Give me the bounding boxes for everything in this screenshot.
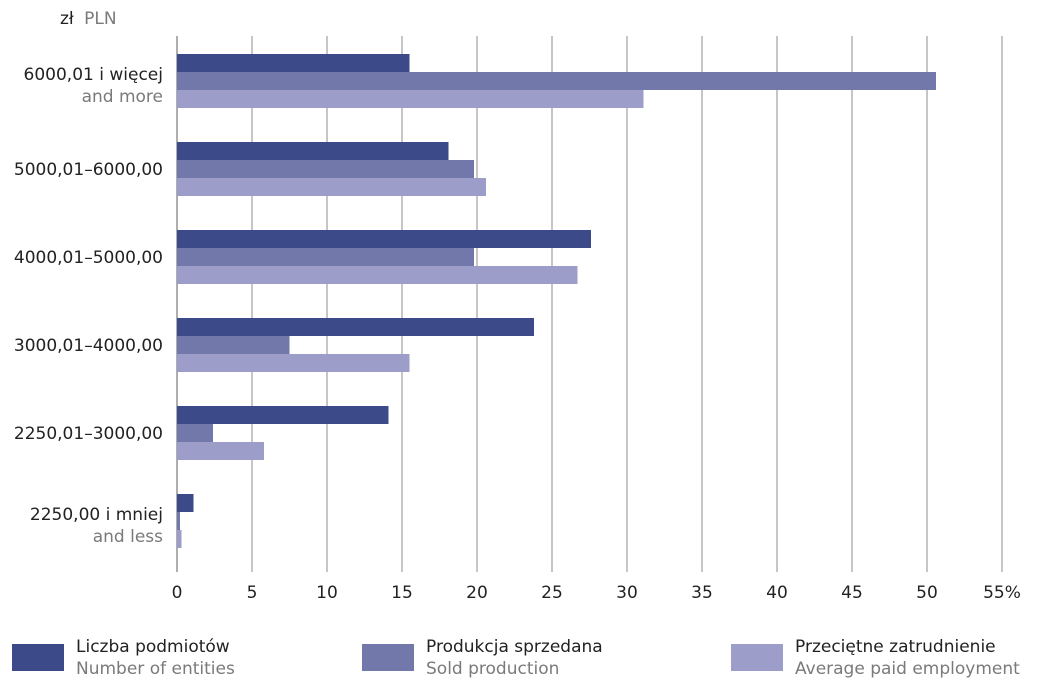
legend-swatch-entities <box>12 644 64 671</box>
bar-entities-3 <box>177 318 534 336</box>
bar-employment-0 <box>177 90 644 108</box>
x-tick-labels: 0 5 10 15 20 25 30 35 40 45 50 55% <box>172 583 1021 603</box>
legend-swatch-employment <box>731 644 783 671</box>
category-label-0: 6000,01 i więcej <box>24 65 163 85</box>
legend-label-entities-en: Number of entities <box>76 659 235 679</box>
x-tick-label-6: 30 <box>616 583 638 603</box>
bar-production-5 <box>177 512 180 530</box>
legend-item-production: Produkcja sprzedana Sold production <box>362 636 603 680</box>
x-tick-label-0: 0 <box>172 583 183 603</box>
bar-production-2 <box>177 248 474 266</box>
category-label-4: 2250,01–3000,00 <box>14 424 163 444</box>
category-label-2: 4000,01–5000,00 <box>14 248 163 268</box>
category-label-en-5: and less <box>93 527 163 547</box>
category-label-3: 3000,01–4000,00 <box>14 336 163 356</box>
legend-label-employment-en: Average paid employment <box>795 659 1020 679</box>
grid-lines <box>176 36 1003 572</box>
bar-production-1 <box>177 160 474 178</box>
bar-entities-5 <box>177 494 194 512</box>
unit-currency: zł <box>60 9 74 29</box>
x-tick-label-2: 10 <box>316 583 338 603</box>
category-label-1: 5000,01–6000,00 <box>14 160 163 180</box>
x-tick-label-11: 55% <box>983 583 1021 603</box>
bar-entities-1 <box>177 142 449 160</box>
x-tick-label-8: 40 <box>766 583 788 603</box>
legend-item-entities: Liczba podmiotów Number of entities <box>12 636 235 680</box>
bar-production-4 <box>177 424 213 442</box>
bar-employment-1 <box>177 178 486 196</box>
legend-swatch-production <box>362 644 414 671</box>
bar-entities-2 <box>177 230 591 248</box>
x-tick-label-9: 45 <box>841 583 863 603</box>
bar-entities-4 <box>177 406 389 424</box>
category-label-5: 2250,00 i mniej <box>30 505 163 525</box>
x-tick-label-4: 20 <box>466 583 488 603</box>
category-label-en-0: and more <box>82 87 163 107</box>
bars <box>177 54 936 548</box>
unit-label: zł PLN <box>60 9 117 29</box>
legend-label-employment: Przeciętne zatrudnienie <box>795 637 996 657</box>
x-tick-label-3: 15 <box>391 583 413 603</box>
bar-employment-3 <box>177 354 410 372</box>
legend-label-production: Produkcja sprzedana <box>426 637 603 657</box>
bar-entities-0 <box>177 54 410 72</box>
x-tick-label-10: 50 <box>916 583 938 603</box>
x-tick-label-1: 5 <box>247 583 258 603</box>
legend-label-entities: Liczba podmiotów <box>76 637 230 657</box>
bar-production-3 <box>177 336 290 354</box>
bar-employment-2 <box>177 266 578 284</box>
x-tick-label-7: 35 <box>691 583 713 603</box>
x-tick-label-5: 25 <box>541 583 563 603</box>
bar-employment-4 <box>177 442 264 460</box>
legend-item-employment: Przeciętne zatrudnienie Average paid emp… <box>731 636 1020 680</box>
legend-label-production-en: Sold production <box>426 659 560 679</box>
bar-production-0 <box>177 72 936 90</box>
bar-employment-5 <box>177 530 182 548</box>
unit-currency-en: PLN <box>84 9 116 29</box>
